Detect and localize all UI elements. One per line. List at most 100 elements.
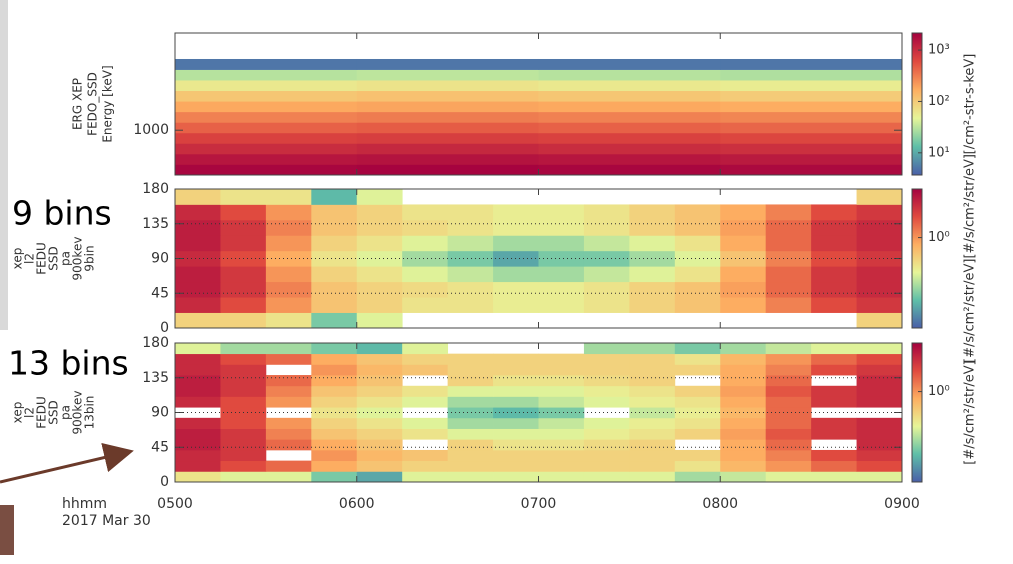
heat-cell bbox=[674, 396, 721, 408]
heat-cell bbox=[220, 281, 267, 298]
y-tick-label: 180 bbox=[142, 181, 169, 197]
heat-cell bbox=[356, 396, 403, 408]
heat-cell bbox=[629, 460, 676, 472]
heat-cell bbox=[674, 343, 721, 355]
heat-cell bbox=[538, 407, 585, 419]
colorbar-label: [#/s/cm²/str/eV][#/s/cm²/str/eV] bbox=[963, 154, 978, 363]
heat-cell bbox=[720, 364, 767, 376]
heat-cell bbox=[811, 235, 857, 252]
heat-cell bbox=[583, 375, 630, 387]
heat-cell bbox=[720, 297, 767, 313]
y-tick-label: 0 bbox=[160, 320, 169, 336]
heat-cell bbox=[538, 353, 585, 365]
heat-cell bbox=[265, 281, 312, 298]
heat-cell bbox=[220, 189, 267, 205]
heat-cell bbox=[538, 153, 721, 165]
heat-cell bbox=[356, 90, 539, 102]
heat-cell bbox=[220, 449, 267, 462]
heat-cell bbox=[175, 449, 221, 462]
heat-cell bbox=[583, 449, 630, 462]
y-axis-label: Energy [keV] bbox=[101, 65, 115, 142]
heat-cell bbox=[265, 219, 312, 236]
heat-cell bbox=[538, 250, 585, 267]
heat-cell bbox=[720, 428, 767, 440]
colorbar-label: [/cm²-str-s-keV] bbox=[963, 54, 978, 155]
heat-cell bbox=[583, 204, 630, 221]
heat-cell bbox=[265, 343, 312, 355]
side-strip bbox=[0, 0, 8, 330]
heat-cell bbox=[402, 235, 449, 252]
heat-cell bbox=[447, 219, 494, 236]
heat-cell bbox=[311, 343, 358, 355]
heat-cell bbox=[720, 235, 767, 252]
heat-cell bbox=[402, 364, 449, 376]
y-tick-label: 135 bbox=[142, 370, 169, 386]
heat-cell bbox=[720, 204, 767, 221]
y-axis-label: xep bbox=[11, 248, 25, 270]
colorbar bbox=[911, 32, 923, 176]
heat-cell bbox=[811, 385, 857, 397]
heat-cell bbox=[583, 364, 630, 376]
heat-cell bbox=[538, 281, 585, 298]
y-axis-label: FEDU bbox=[35, 396, 49, 429]
x-tick-label: 0700 bbox=[521, 496, 557, 512]
heat-cell bbox=[356, 364, 403, 376]
heat-cell bbox=[538, 58, 721, 70]
heat-cell bbox=[811, 460, 857, 472]
heat-cell bbox=[856, 449, 903, 462]
heat-cell bbox=[402, 417, 449, 429]
annotation: 9 bins bbox=[12, 194, 112, 233]
heat-cell bbox=[447, 364, 494, 376]
heat-cell bbox=[538, 143, 721, 155]
heat-cell bbox=[311, 189, 358, 205]
heat-cell bbox=[674, 353, 721, 365]
heat-cell bbox=[356, 235, 403, 252]
heat-cell bbox=[402, 343, 449, 355]
heat-cell bbox=[720, 122, 903, 134]
heat-cell bbox=[674, 417, 721, 429]
heat-cell bbox=[447, 460, 494, 472]
heat-cell bbox=[402, 449, 449, 462]
heat-cell bbox=[856, 353, 903, 365]
heat-cell bbox=[493, 417, 539, 429]
heat-cell bbox=[265, 204, 312, 221]
heat-cell bbox=[493, 428, 539, 440]
heat-cell bbox=[311, 375, 358, 387]
heat-cell bbox=[538, 90, 721, 102]
heat-cell bbox=[356, 281, 403, 298]
heat-cell bbox=[765, 471, 812, 483]
heat-cell bbox=[356, 153, 539, 165]
heat-cell bbox=[856, 439, 903, 451]
heat-cell bbox=[311, 385, 358, 397]
heat-cell bbox=[856, 219, 903, 236]
heat-cell bbox=[493, 266, 539, 283]
heat-cell bbox=[311, 204, 358, 221]
heat-cell bbox=[720, 101, 903, 113]
heat-cell bbox=[356, 471, 403, 483]
heat-cell bbox=[583, 343, 630, 355]
heat-cell bbox=[175, 471, 221, 483]
heat-cell bbox=[493, 353, 539, 365]
heat-cell bbox=[175, 122, 358, 134]
heat-cell bbox=[265, 266, 312, 283]
heat-cell bbox=[538, 449, 585, 462]
heat-cell bbox=[629, 449, 676, 462]
heat-cell bbox=[447, 266, 494, 283]
heat-cell bbox=[402, 460, 449, 472]
heat-cell bbox=[265, 312, 312, 329]
heat-cell bbox=[674, 428, 721, 440]
heat-cell bbox=[583, 385, 630, 397]
heat-cell bbox=[811, 343, 857, 355]
heat-cell bbox=[356, 132, 539, 144]
heat-cell bbox=[175, 143, 358, 155]
heat-cell bbox=[175, 297, 221, 313]
heat-cell bbox=[311, 353, 358, 365]
heat-cell bbox=[674, 449, 721, 462]
y-axis-label: pa bbox=[59, 405, 73, 420]
heat-cell bbox=[538, 266, 585, 283]
heat-cell bbox=[447, 417, 494, 429]
heat-cell bbox=[493, 449, 539, 462]
heat-cell bbox=[765, 407, 812, 419]
y-tick-label: 180 bbox=[142, 335, 169, 351]
heat-cell bbox=[629, 219, 676, 236]
